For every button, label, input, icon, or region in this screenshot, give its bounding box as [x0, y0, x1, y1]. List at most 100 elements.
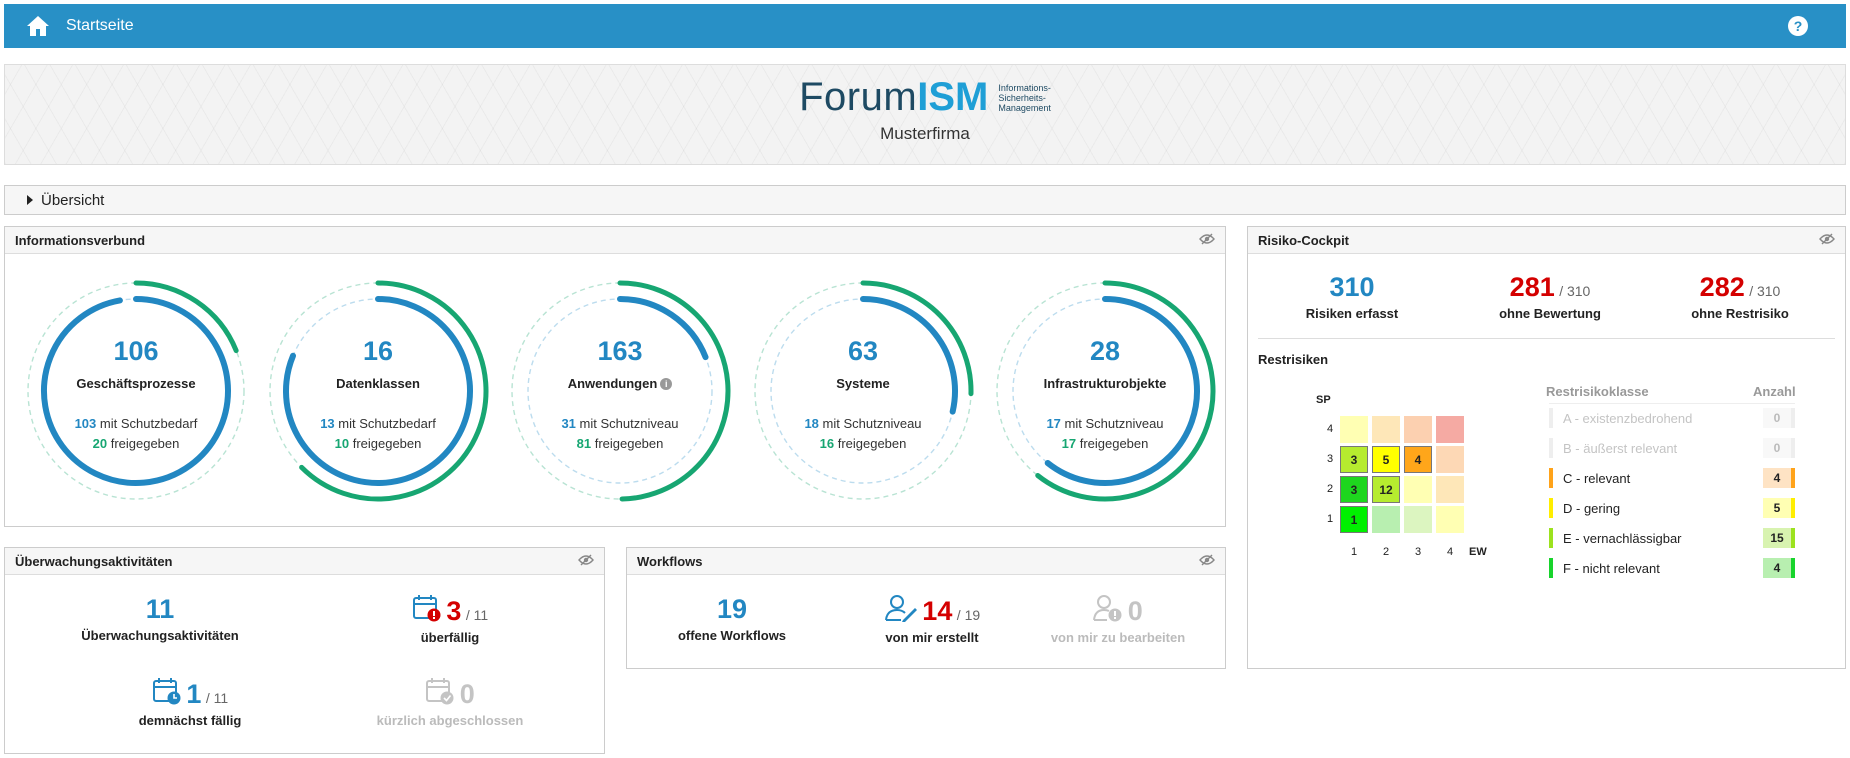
eye-slash-icon[interactable] — [578, 554, 594, 569]
kpi-circle[interactable]: 28 Infrastrukturobjekte 17 mit Schutzniv… — [990, 276, 1220, 506]
sub-value: 103 — [74, 416, 97, 431]
circle-sub-protection: 31 mit Schutzniveau — [505, 416, 735, 431]
circle-label: Datenklassen — [263, 376, 493, 391]
logo-tagline-3: Management — [998, 102, 1051, 113]
circle-value: 28 — [1089, 336, 1121, 366]
matrix-cell[interactable]: 3 — [1340, 476, 1368, 503]
kpi-circle[interactable]: 16 Datenklassen 13 mit Schutzbedarf 10 f… — [263, 276, 493, 506]
class-name: A - existenzbedrohend — [1563, 410, 1693, 426]
kpi-risks-no-rating[interactable]: 281 / 310 ohne Bewertung — [1465, 272, 1635, 321]
circle-sub-approved: 81 freigegeben — [505, 436, 735, 451]
panel-header: Überwachungsaktivitäten — [5, 548, 604, 575]
risk-class-row[interactable]: E - vernachlässigbar 15 — [1549, 525, 1795, 551]
kpi-circle[interactable]: 63 Systeme 18 mit Schutzniveau 16 freige… — [748, 276, 978, 506]
class-color-bar — [1549, 558, 1553, 578]
kpi-label: offene Workflows — [677, 628, 787, 643]
sub-text: mit Schutzniveau — [818, 416, 922, 431]
kpi-label: von mir erstellt — [885, 630, 979, 645]
panel-header: Workflows — [627, 548, 1225, 575]
top-navbar: Startseite ? — [4, 4, 1846, 48]
circle-sub-approved: 17 freigegeben — [990, 436, 1220, 451]
matrix-cell[interactable] — [1404, 476, 1432, 503]
approved-progress-arc — [860, 280, 974, 397]
matrix-cell[interactable] — [1340, 416, 1368, 443]
matrix-cell[interactable]: 1 — [1340, 506, 1368, 533]
x-axis-label: EW — [1469, 546, 1487, 558]
kpi-label: überfällig — [420, 630, 480, 645]
eye-slash-icon[interactable] — [1819, 233, 1835, 248]
circle-sub-protection: 17 mit Schutzniveau — [990, 416, 1220, 431]
kpi-workflows-created[interactable]: 14 / 19 von mir erstellt — [832, 594, 1032, 645]
matrix-cell[interactable]: 3 — [1340, 446, 1368, 473]
logo-tagline: Informations- Sicherheits- Management — [998, 83, 1051, 113]
panel-ueberwachung: Überwachungsaktivitäten — [4, 547, 605, 754]
kpi-monitoring-completed[interactable]: 0 kürzlich abgeschlossen — [350, 677, 550, 728]
kpi-value: 1 — [186, 679, 202, 709]
panel-header: Informationsverbund — [5, 227, 1225, 254]
company-name: Musterfirma — [880, 124, 970, 143]
matrix-cell[interactable]: 5 — [1372, 446, 1400, 473]
circle-sub-protection: 18 mit Schutzniveau — [748, 416, 978, 431]
kpi-label: Überwachungsaktivitäten — [81, 628, 239, 643]
class-name: D - gering — [1563, 500, 1621, 516]
x-tick-label: 2 — [1383, 546, 1390, 558]
matrix-cell[interactable] — [1436, 446, 1464, 473]
matrix-cell[interactable] — [1436, 416, 1464, 443]
class-name: B - äußerst relevant — [1563, 440, 1678, 456]
info-icon[interactable]: i — [660, 378, 673, 390]
kpi-risks-no-residual[interactable]: 282 / 310 ohne Restrisiko — [1655, 272, 1825, 321]
overview-toggle[interactable]: Übersicht — [4, 185, 1846, 215]
kpi-workflows-to-edit[interactable]: 0 von mir zu bearbeiten — [1018, 594, 1218, 645]
help-icon[interactable]: ? — [1788, 16, 1808, 36]
matrix-cell[interactable]: 12 — [1372, 476, 1400, 503]
sub-text: mit Schutzbedarf — [96, 416, 198, 431]
circle-sub-approved: 20 freigegeben — [21, 436, 251, 451]
risk-class-row[interactable]: B - äußerst relevant 0 — [1549, 435, 1795, 461]
circle-value: 106 — [113, 336, 159, 366]
matrix-cell[interactable] — [1436, 476, 1464, 503]
sub-value: 18 — [804, 416, 819, 431]
class-color-bar — [1549, 528, 1553, 548]
sub-value: 17 — [1061, 436, 1077, 451]
eye-slash-icon[interactable] — [1199, 554, 1215, 569]
kpi-value: 0 — [1127, 596, 1143, 626]
panel-header: Risiko-Cockpit — [1248, 227, 1845, 254]
kpi-workflows-open[interactable]: 19 offene Workflows — [632, 594, 832, 643]
risk-class-row[interactable]: A - existenzbedrohend 0 — [1549, 405, 1795, 431]
kpi-value: 281 — [1509, 272, 1555, 302]
matrix-cell[interactable] — [1436, 506, 1464, 533]
kpi-label: ohne Bewertung — [1499, 306, 1601, 321]
kpi-label: von mir zu bearbeiten — [1050, 630, 1186, 645]
kpi-total: / 11 — [465, 607, 489, 623]
matrix-cell[interactable] — [1404, 416, 1432, 443]
risk-class-row[interactable]: D - gering 5 — [1549, 495, 1795, 521]
kpi-total: / 11 — [205, 690, 229, 706]
kpi-risks-captured[interactable]: 310 Risiken erfasst — [1272, 272, 1432, 321]
sub-text: mit Schutzbedarf — [334, 416, 436, 431]
kpi-label: Risiken erfasst — [1305, 306, 1399, 321]
sub-value: 10 — [334, 436, 350, 451]
y-tick-label: 1 — [1327, 513, 1334, 525]
risk-class-row[interactable]: C - relevant 4 — [1549, 465, 1795, 491]
kpi-monitoring-overdue[interactable]: 3 / 11 überfällig — [350, 594, 550, 645]
circle-label-text: Datenklassen — [336, 376, 420, 391]
eye-slash-icon[interactable] — [1199, 233, 1215, 248]
kpi-monitoring-total[interactable]: 11 Überwachungsaktivitäten — [60, 594, 260, 643]
matrix-cell[interactable]: 4 — [1404, 446, 1432, 473]
panel-title: Überwachungsaktivitäten — [15, 553, 173, 569]
kpi-circle[interactable]: 163 Anwendungen i 31 mit Schutzniveau 81 … — [505, 276, 735, 506]
matrix-cell[interactable] — [1372, 506, 1400, 533]
company-banner: Forum ISM Informations- Sicherheits- Man… — [4, 64, 1846, 165]
approved-progress-arc — [299, 280, 489, 502]
circle-sub-protection: 13 mit Schutzbedarf — [263, 416, 493, 431]
matrix-cell[interactable] — [1372, 416, 1400, 443]
kpi-circle[interactable]: 106 Geschäftsprozesse 103 mit Schutzbeda… — [21, 276, 251, 506]
kpi-total: / 19 — [956, 607, 981, 623]
logo-tagline-2: Sicherheits- — [998, 92, 1046, 103]
risk-class-row[interactable]: F - nicht relevant 4 — [1549, 555, 1795, 581]
protection-progress-arc — [860, 296, 958, 415]
matrix-cell[interactable] — [1404, 506, 1432, 533]
class-count: 5 — [1763, 498, 1795, 518]
kpi-monitoring-due-soon[interactable]: 1 / 11 demnächst fällig — [90, 677, 290, 728]
home-icon[interactable] — [24, 12, 52, 40]
